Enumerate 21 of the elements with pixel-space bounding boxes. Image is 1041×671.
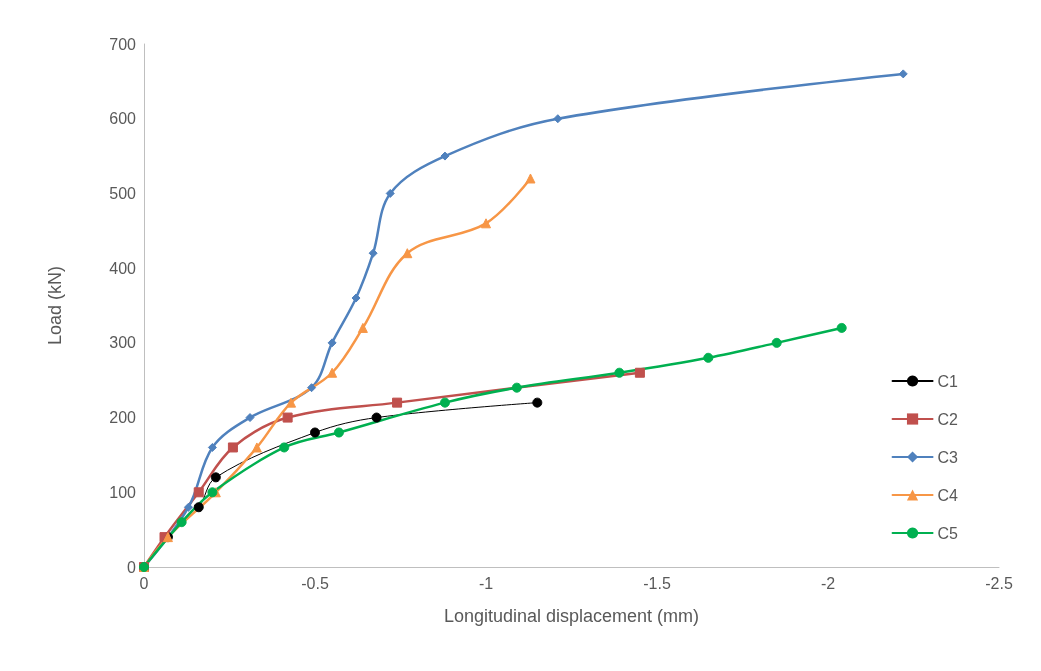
y-tick-label: 400 (109, 259, 137, 277)
x-tick-label: 0 (139, 574, 149, 592)
legend-label: C5 (937, 524, 959, 542)
x-tick-label: -2 (820, 574, 836, 592)
y-tick-label: 600 (109, 110, 137, 128)
y-tick-label: 200 (109, 409, 137, 427)
legend-label: C1 (937, 372, 959, 390)
x-tick-label: -0.5 (301, 574, 329, 592)
x-axis-title: Longitudinal displacement (mm) (443, 606, 700, 626)
y-tick-label: 300 (109, 334, 137, 352)
x-tick-label: -1 (478, 574, 494, 592)
y-tick-label: 0 (127, 558, 137, 576)
y-tick-label: 700 (109, 35, 137, 53)
legend-label: C3 (937, 448, 959, 466)
y-axis-title: Load (kN) (45, 265, 65, 346)
x-tick-label: -1.5 (643, 574, 671, 592)
y-tick-label: 100 (109, 483, 137, 501)
legend-label: C2 (937, 410, 959, 428)
y-tick-label: 500 (109, 184, 137, 202)
x-tick-label: -2.5 (985, 574, 1013, 592)
legend-label: C4 (937, 486, 959, 504)
